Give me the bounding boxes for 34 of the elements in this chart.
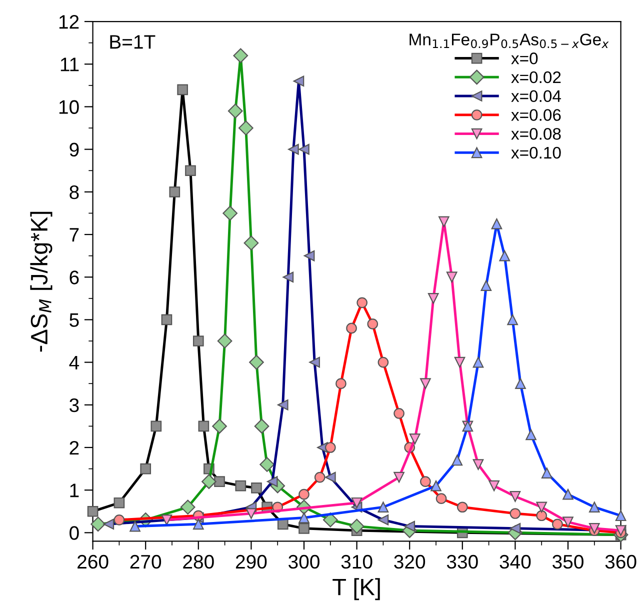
x-tick-label: 280 bbox=[183, 554, 214, 569]
y-tick-label: 0 bbox=[70, 526, 79, 540]
legend-label: x=0.10 bbox=[511, 146, 561, 159]
y-tick-label: 5 bbox=[70, 313, 79, 327]
x-tick-label: 320 bbox=[394, 554, 426, 569]
y-axis-title: -ΔS$_{M}$ [J/kg*K] bbox=[30, 212, 52, 352]
legend-label: x=0.08 bbox=[511, 128, 561, 140]
x-tick-label: 350 bbox=[552, 554, 584, 569]
y-tick-label: 12 bbox=[59, 14, 79, 29]
x-tick-label: 290 bbox=[236, 554, 267, 569]
y-tick-label: 9 bbox=[70, 142, 79, 157]
y-tick-label: 6 bbox=[70, 270, 79, 284]
x-axis-title: T [K] bbox=[332, 578, 380, 600]
y-tick-label: 3 bbox=[70, 398, 79, 412]
legend-label: x=0.04 bbox=[511, 90, 561, 102]
x-tick-label: 300 bbox=[288, 554, 320, 569]
x-tick-label: 270 bbox=[130, 554, 162, 569]
legend-label: x=0 bbox=[511, 52, 538, 64]
x-tick-label: 310 bbox=[341, 554, 372, 569]
y-tick-label: 10 bbox=[59, 100, 79, 114]
annotation: B=1T bbox=[110, 35, 156, 49]
x-tick-label: 360 bbox=[605, 554, 636, 569]
y-tick-label: 8 bbox=[70, 185, 79, 200]
y-tick-label: 4 bbox=[69, 356, 80, 370]
x-tick-label: 340 bbox=[500, 554, 531, 569]
y-tick-label: 11 bbox=[60, 58, 79, 72]
y-tick-label: 2 bbox=[70, 440, 79, 455]
y-tick-label: 1 bbox=[70, 484, 79, 498]
x-tick-label: 260 bbox=[78, 554, 108, 569]
legend-label: x=0.06 bbox=[511, 109, 561, 121]
y-tick-label: 7 bbox=[70, 228, 79, 242]
text: Mn$_{1.1}$Fe$_{0.9}$P$_{0.5}$As$_{0.5−x}$Ge$_{x}$ bbox=[410, 34, 609, 48]
legend-label: x=0.02 bbox=[511, 71, 561, 84]
x-tick-label: 330 bbox=[446, 554, 478, 569]
